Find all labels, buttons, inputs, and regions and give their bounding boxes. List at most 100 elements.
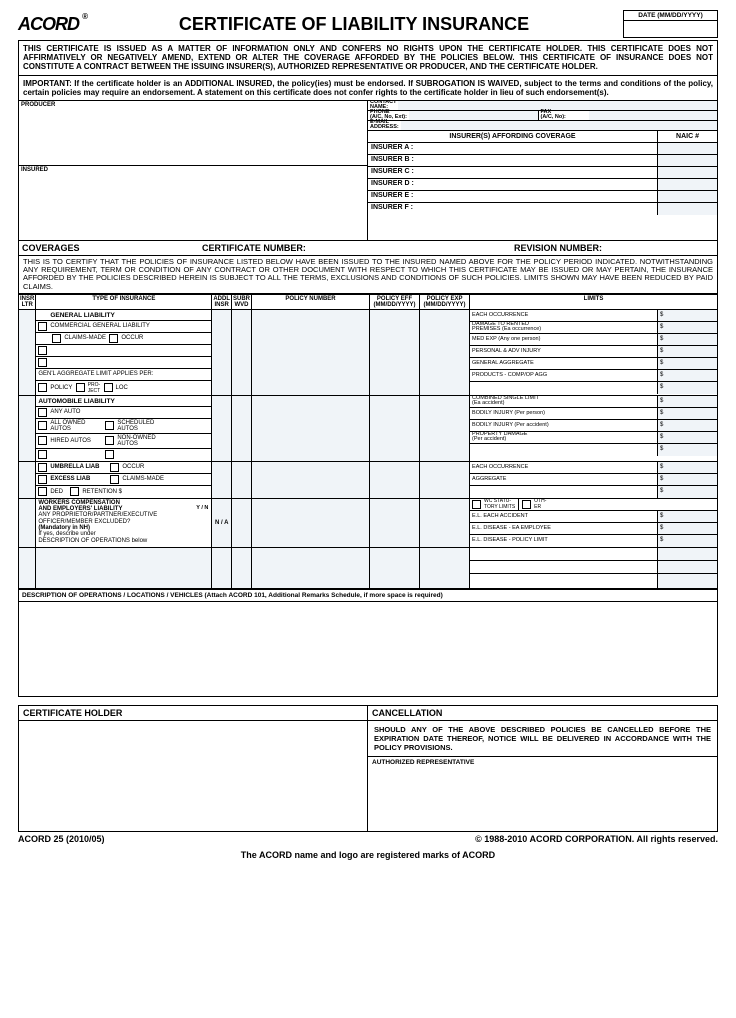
custom-val3[interactable] <box>657 574 717 588</box>
email-field[interactable] <box>401 121 717 130</box>
phone-field[interactable] <box>409 111 538 120</box>
custom-val2[interactable] <box>657 561 717 573</box>
gl-personal-val[interactable] <box>657 346 717 357</box>
custom-val1[interactable] <box>657 548 717 560</box>
gl-occur-checkbox[interactable] <box>109 334 118 343</box>
custom-addl[interactable] <box>212 547 232 588</box>
al-any-auto-checkbox[interactable] <box>38 408 47 417</box>
al-insr-ltr[interactable] <box>19 395 36 461</box>
al-nonowned-checkbox[interactable] <box>105 436 114 445</box>
gl-blank2-checkbox[interactable] <box>38 358 47 367</box>
gl-claims-made-checkbox[interactable] <box>52 334 61 343</box>
gl-blank1-checkbox[interactable] <box>38 346 47 355</box>
um-occur-checkbox[interactable] <box>110 463 119 472</box>
gl-blank-val[interactable] <box>657 382 717 394</box>
gl-eff[interactable] <box>370 309 420 395</box>
al-blank2-checkbox[interactable] <box>105 450 114 459</box>
um-claims-checkbox[interactable] <box>110 475 119 484</box>
desc-ops-body[interactable] <box>18 602 718 697</box>
cancellation-text: SHOULD ANY OF THE ABOVE DESCRIBED POLICI… <box>368 721 717 756</box>
wc-eff[interactable] <box>370 498 420 547</box>
gl-type-cell: GENERAL LIABILITY COMMERCIAL GENERAL LIA… <box>36 309 212 395</box>
al-policy-num[interactable] <box>252 395 370 461</box>
al-prop-damage-val[interactable] <box>657 432 717 443</box>
al-subr[interactable] <box>232 395 252 461</box>
um-policy-num[interactable] <box>252 461 370 498</box>
wc-insr-ltr[interactable] <box>19 498 36 547</box>
al-addl[interactable] <box>212 395 232 461</box>
um-agg-val[interactable] <box>657 474 717 485</box>
gl-policy-checkbox[interactable] <box>38 383 47 392</box>
producer-box: PRODUCER <box>19 101 367 165</box>
insurer-f-naic[interactable] <box>657 203 717 215</box>
insurer-d-naic[interactable] <box>657 179 717 190</box>
wc-el-each-val[interactable] <box>657 511 717 522</box>
fax-field[interactable] <box>589 111 718 120</box>
al-blank-val[interactable] <box>657 444 717 456</box>
al-all-owned-checkbox[interactable] <box>38 421 47 430</box>
form-title: CERTIFICATE OF LIABILITY INSURANCE <box>85 14 623 35</box>
table-header-row: INSR LTR TYPE OF INSURANCE ADDL INSR SUB… <box>19 294 718 309</box>
contact-name-field[interactable] <box>398 101 717 110</box>
um-subr[interactable] <box>232 461 252 498</box>
auth-rep-label: AUTHORIZED REPRESENTATIVE <box>368 756 717 768</box>
gl-project-checkbox[interactable] <box>76 383 85 392</box>
al-bi-accident-val[interactable] <box>657 420 717 431</box>
um-insr-ltr[interactable] <box>19 461 36 498</box>
um-retention-checkbox[interactable] <box>70 487 79 496</box>
insured-label: INSURED <box>19 166 367 174</box>
wc-el-disease-emp-val[interactable] <box>657 523 717 534</box>
gl-damage-val[interactable] <box>657 322 717 333</box>
gl-products-val[interactable] <box>657 370 717 381</box>
custom-eff[interactable] <box>370 547 420 588</box>
gl-each-occ-val[interactable] <box>657 310 717 321</box>
custom-subr[interactable] <box>232 547 252 588</box>
insurer-b-naic[interactable] <box>657 155 717 166</box>
date-label: DATE (MM/DD/YYYY) <box>624 11 717 21</box>
wc-exp[interactable] <box>420 498 470 547</box>
insurer-a-naic[interactable] <box>657 143 717 154</box>
al-blank1-checkbox[interactable] <box>38 450 47 459</box>
insurer-c-naic[interactable] <box>657 167 717 178</box>
gl-addl[interactable] <box>212 309 232 395</box>
um-eff[interactable] <box>370 461 420 498</box>
cert-holder-body[interactable] <box>19 721 367 831</box>
gl-cgl-checkbox[interactable] <box>38 322 47 331</box>
gl-exp[interactable] <box>420 309 470 395</box>
insurer-e-naic[interactable] <box>657 191 717 202</box>
wc-other-checkbox[interactable] <box>522 500 531 509</box>
al-bi-person-val[interactable] <box>657 408 717 419</box>
th-type: TYPE OF INSURANCE <box>36 294 212 309</box>
gl-loc-checkbox[interactable] <box>104 383 113 392</box>
row-auto-liability: AUTOMOBILE LIABILITY ANY AUTO ALL OWNED … <box>19 395 718 461</box>
wc-el-disease-pol-val[interactable] <box>657 535 717 547</box>
gl-medexp-val[interactable] <box>657 334 717 345</box>
um-each-val[interactable] <box>657 462 717 473</box>
gl-genagg-val[interactable] <box>657 358 717 369</box>
al-hired-checkbox[interactable] <box>38 436 47 445</box>
wc-subr[interactable] <box>232 498 252 547</box>
wc-policy-num[interactable] <box>252 498 370 547</box>
um-blank-val[interactable] <box>657 486 717 498</box>
custom-insr-ltr[interactable] <box>19 547 36 588</box>
al-type-cell: AUTOMOBILE LIABILITY ANY AUTO ALL OWNED … <box>36 395 212 461</box>
gl-insr-ltr[interactable] <box>19 309 36 395</box>
custom-exp[interactable] <box>420 547 470 588</box>
gl-policy-num[interactable] <box>252 309 370 395</box>
gl-subr[interactable] <box>232 309 252 395</box>
custom-type[interactable] <box>36 547 212 588</box>
um-exp[interactable] <box>420 461 470 498</box>
cert-number-label: CERTIFICATE NUMBER: <box>202 243 514 253</box>
um-addl[interactable] <box>212 461 232 498</box>
al-eff[interactable] <box>370 395 420 461</box>
auth-rep-signature[interactable] <box>368 768 717 800</box>
um-excess-checkbox[interactable] <box>38 475 47 484</box>
um-ded-checkbox[interactable] <box>38 487 47 496</box>
al-scheduled-checkbox[interactable] <box>105 421 114 430</box>
date-value[interactable] <box>624 21 717 35</box>
al-exp[interactable] <box>420 395 470 461</box>
al-csl-val[interactable] <box>657 396 717 407</box>
custom-policy-num[interactable] <box>252 547 370 588</box>
um-umbrella-checkbox[interactable] <box>38 463 47 472</box>
wc-statu-checkbox[interactable] <box>472 500 481 509</box>
